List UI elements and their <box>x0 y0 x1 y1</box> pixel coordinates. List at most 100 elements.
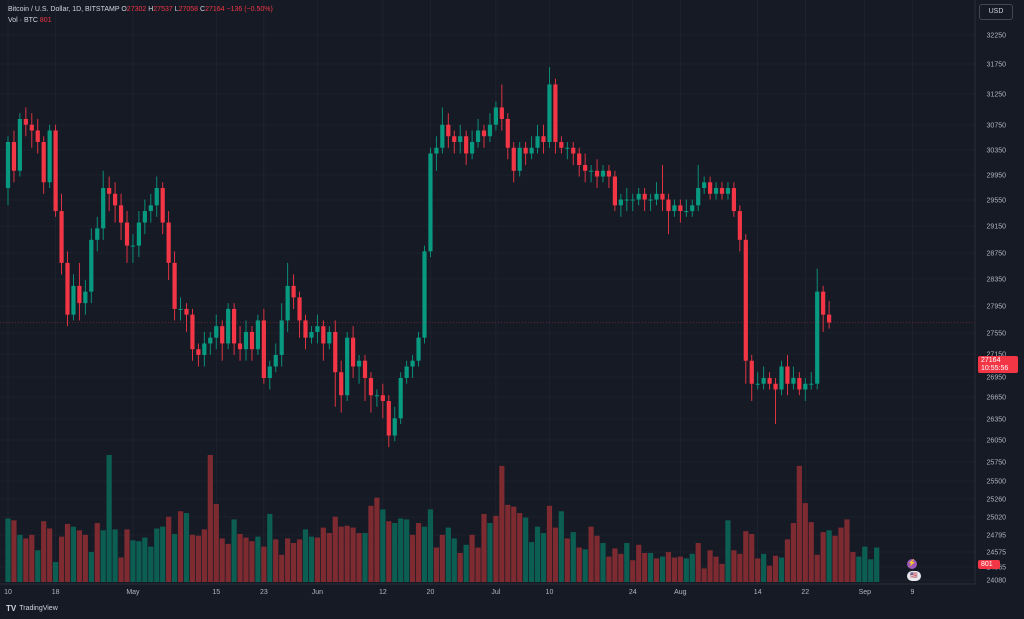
volume-bar <box>546 505 553 582</box>
volume-bar <box>457 552 463 582</box>
price-tick-label: 27950 <box>987 304 1007 311</box>
candle-body <box>755 383 760 385</box>
volume-bar <box>796 465 802 582</box>
price-tick-label: 30350 <box>987 148 1007 155</box>
brand-name: TradingView <box>19 605 58 612</box>
volume-bar <box>636 544 642 582</box>
candle-body <box>214 326 219 338</box>
us-flag-icon[interactable]: 🇺🇸 <box>907 571 921 581</box>
candle-body <box>47 130 52 183</box>
candle-body <box>249 331 255 350</box>
candle-body <box>589 170 594 172</box>
time-tick-label: 10 <box>4 589 12 596</box>
volume-bar <box>47 528 53 582</box>
volume-bar <box>850 552 856 582</box>
currency-button[interactable]: USD <box>979 4 1013 20</box>
candle-body <box>237 343 243 350</box>
candle-body <box>202 343 207 355</box>
volume-bar <box>172 533 178 582</box>
price-tick-label: 31250 <box>987 92 1007 99</box>
candle-body <box>17 118 22 171</box>
candle-body <box>785 366 790 384</box>
candle-body <box>434 147 439 154</box>
candle-body <box>630 199 635 201</box>
volume-bars <box>5 455 880 582</box>
high-value: 27537 <box>153 6 173 13</box>
volume-bar <box>118 557 124 582</box>
volume-bar <box>23 538 29 582</box>
candle-body <box>547 84 552 142</box>
volume-bar <box>326 533 332 582</box>
volume-bar <box>505 504 511 582</box>
open-label: O <box>121 6 127 13</box>
candle-body <box>333 331 338 373</box>
volume-legend[interactable]: Vol · BTC 801 <box>8 17 52 24</box>
price-tick-label: 29550 <box>987 198 1007 205</box>
volume-bar <box>237 533 243 582</box>
time-tick-label: May <box>126 589 140 596</box>
volume-bar <box>802 503 808 582</box>
volume-bar <box>820 532 826 582</box>
candle-body <box>719 188 725 194</box>
volume-bar <box>380 509 386 582</box>
symbol-legend[interactable]: Bitcoin / U.S. Dollar, 1D, BITSTAMP O273… <box>8 6 273 13</box>
volume-bar <box>499 465 505 582</box>
volume-bar <box>148 546 154 582</box>
volume-bar <box>291 542 297 582</box>
volume-bar <box>35 550 41 582</box>
volume-bar <box>761 553 767 582</box>
candle-body <box>624 199 629 201</box>
price-tick-label: 26950 <box>987 375 1007 382</box>
time-tick-label: Jun <box>312 589 323 596</box>
volume-bar <box>451 538 457 582</box>
candle-body <box>113 193 118 206</box>
candle-body <box>428 153 433 252</box>
candle-body <box>107 188 112 194</box>
volume-bar <box>731 550 737 582</box>
candle-body <box>642 193 647 200</box>
candle-body <box>297 297 302 321</box>
volume-bar <box>844 519 850 582</box>
volume-bar <box>552 527 558 582</box>
candle-body <box>666 199 671 212</box>
candle-body <box>487 124 493 137</box>
lightning-icon[interactable]: ⚡ <box>907 559 917 569</box>
volume-bar <box>576 547 582 582</box>
candle-body <box>708 182 713 194</box>
volume-bar <box>671 557 677 582</box>
open-value: 27302 <box>126 6 147 13</box>
volume-bar <box>255 536 261 582</box>
volume-bar <box>570 532 576 582</box>
volume-bar <box>5 518 11 582</box>
volume-bar <box>767 565 773 582</box>
price-tick-label: 25500 <box>987 479 1007 486</box>
tradingview-brand[interactable]: TV TradingView <box>6 604 58 613</box>
volume-bar <box>183 513 190 582</box>
candle-body <box>529 147 534 154</box>
candle-body <box>797 377 802 390</box>
price-tick-label: 26050 <box>987 438 1007 445</box>
volume-bar <box>725 520 731 582</box>
volume-bar <box>558 511 564 582</box>
time-axis[interactable]: 10 18 May 15 23 Jun 12 20 Jul 10 24 Aug 14 22 Sep 9 <box>4 589 914 596</box>
candle-body <box>499 107 504 119</box>
candle-body <box>166 222 171 263</box>
candle-body <box>321 326 326 344</box>
candle-body <box>118 205 124 223</box>
candle-body <box>35 130 40 142</box>
volume-bar <box>166 516 172 582</box>
volume-bar <box>445 527 451 582</box>
candle-body <box>404 366 409 378</box>
volume-bar <box>207 455 213 582</box>
volume-bar <box>755 558 761 582</box>
candle-body <box>761 377 766 384</box>
candle-body <box>696 188 701 206</box>
volume-bar <box>493 515 499 582</box>
volume-bar <box>517 513 523 582</box>
candle-body <box>267 366 272 378</box>
volume-bar <box>112 529 118 582</box>
time-tick-label: 9 <box>910 589 914 596</box>
volume-bar <box>100 530 106 582</box>
candle-body <box>59 211 64 263</box>
